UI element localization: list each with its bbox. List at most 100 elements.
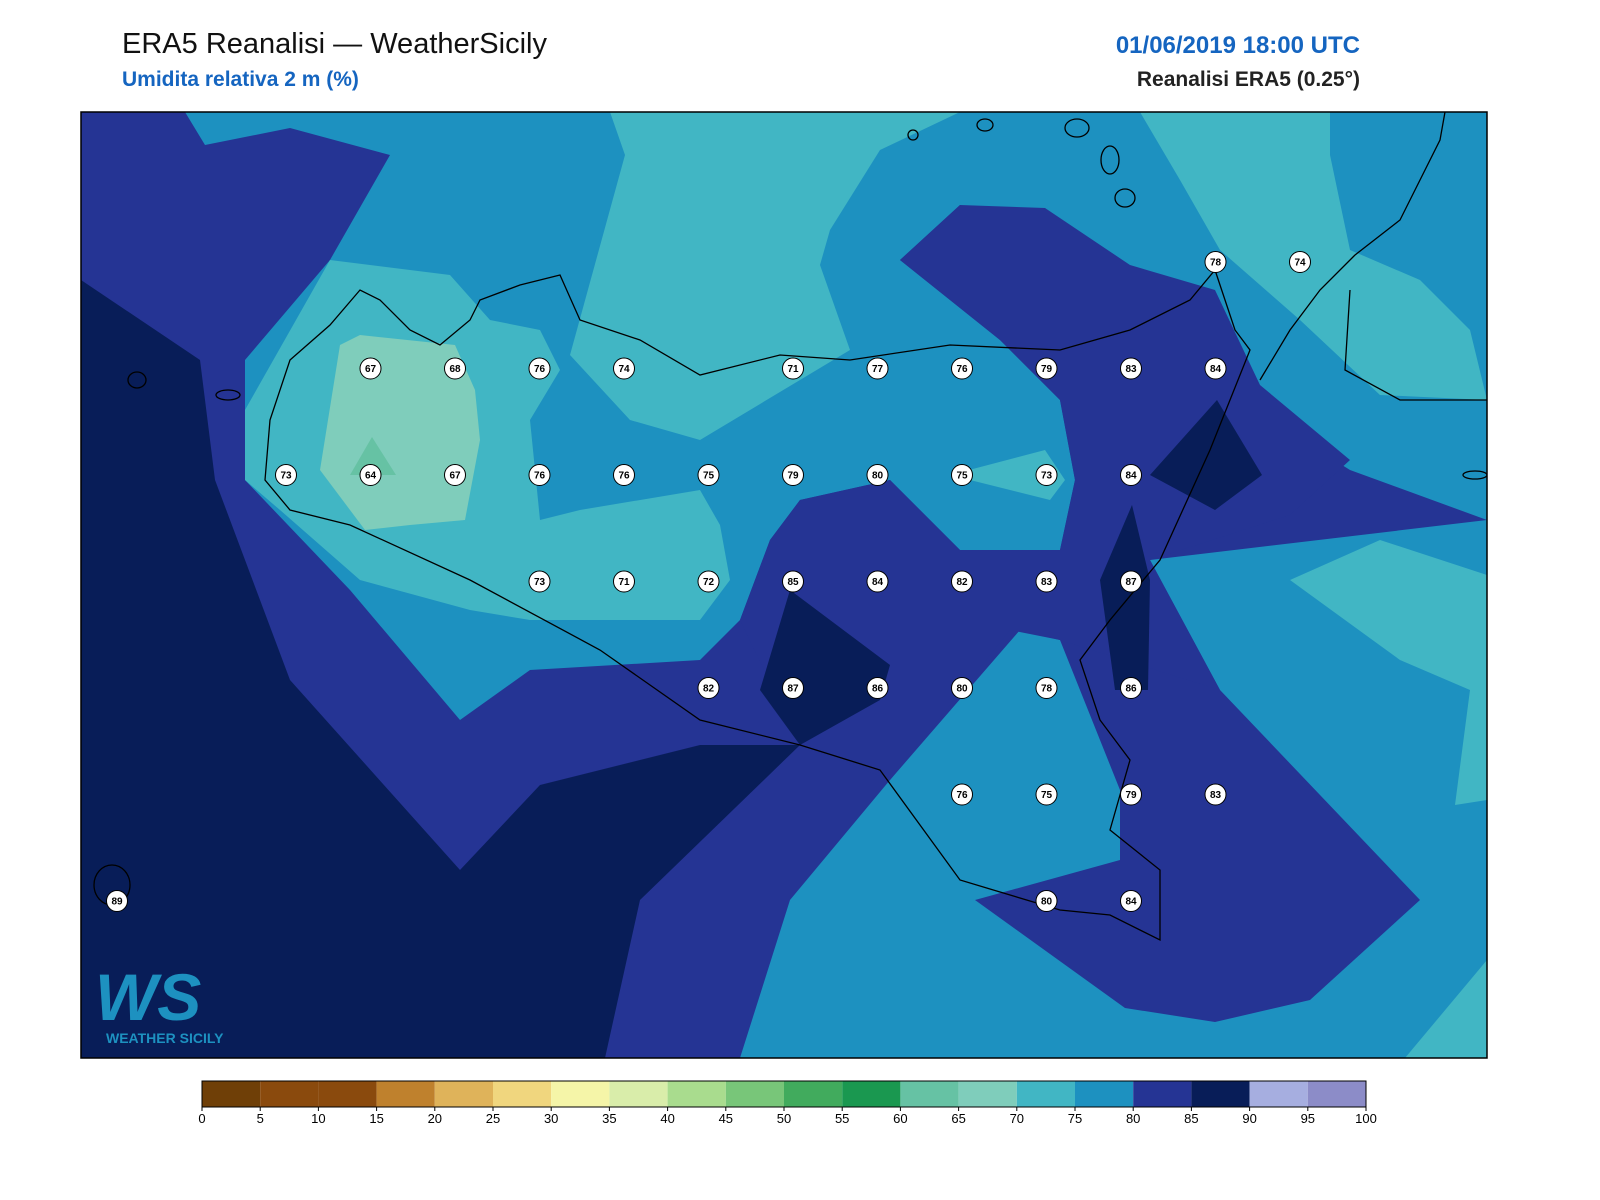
contour <box>1100 505 1150 690</box>
station-value: 80 <box>956 684 968 695</box>
station-marker <box>782 570 804 593</box>
logo-name: WEATHER SICILY <box>106 1030 224 1046</box>
station-marker <box>1035 677 1058 699</box>
station-marker <box>951 783 973 806</box>
colorbar-tick-label: 35 <box>602 1111 616 1126</box>
station-marker <box>782 357 804 380</box>
map-frame <box>80 111 1488 1059</box>
contour <box>740 520 1487 1058</box>
colorbar-tick-label: 75 <box>1068 1111 1082 1126</box>
station-value: 87 <box>1125 577 1137 588</box>
station-marker <box>951 357 973 380</box>
source: Reanalisi ERA5 (0.25°) <box>1137 68 1360 91</box>
contour <box>81 280 800 1058</box>
station-marker <box>106 890 128 912</box>
station-value: 89 <box>111 897 123 908</box>
station-value: 82 <box>956 577 968 588</box>
colorbar-segment <box>260 1081 319 1107</box>
station-marker <box>866 357 889 380</box>
station-value: 78 <box>1041 684 1053 695</box>
station-value: 67 <box>449 471 461 482</box>
colorbar-segment <box>493 1081 552 1107</box>
colorbar-segment <box>667 1081 726 1107</box>
station-value: 79 <box>1125 790 1137 801</box>
station-value: 75 <box>956 471 968 482</box>
station-value: 73 <box>1041 471 1053 482</box>
colorbar-segment <box>1016 1081 1075 1107</box>
station-marker <box>1035 783 1058 806</box>
station-value: 76 <box>956 790 968 801</box>
station-value: 71 <box>618 577 630 588</box>
station-marker <box>951 464 973 486</box>
colorbar-segment <box>842 1081 901 1107</box>
contour <box>320 335 480 530</box>
station-marker <box>782 464 804 486</box>
logo: WS WEATHER SICILY <box>95 960 224 1046</box>
colorbar-tick-label: 30 <box>544 1111 558 1126</box>
station-marker <box>697 464 720 486</box>
station-value: 72 <box>703 577 715 588</box>
station-marker <box>866 570 889 593</box>
station-marker <box>1120 783 1142 806</box>
station-marker <box>1120 570 1142 593</box>
station-value: 67 <box>365 364 377 375</box>
colorbar-tick-label: 55 <box>835 1111 849 1126</box>
station-value: 73 <box>280 471 292 482</box>
colorbar-tick-label: 80 <box>1126 1111 1140 1126</box>
map <box>81 112 1487 1058</box>
island <box>1114 188 1136 208</box>
title: ERA5 Reanalisi — WeatherSicily <box>122 28 547 60</box>
station-value: 79 <box>787 471 799 482</box>
station-marker <box>528 357 551 380</box>
island <box>215 389 241 401</box>
station-marker <box>697 570 720 593</box>
station-marker <box>1204 783 1227 806</box>
station-value: 84 <box>872 577 884 588</box>
station-marker <box>359 357 382 380</box>
station-value: 84 <box>1125 897 1137 908</box>
station-marker <box>1120 677 1142 699</box>
logo-letters: WS <box>95 960 201 1034</box>
colorbar-tick-label: 20 <box>428 1111 442 1126</box>
colorbar-tick-label: 45 <box>719 1111 733 1126</box>
colorbar-tick-label: 65 <box>951 1111 965 1126</box>
contour <box>760 590 890 745</box>
colorbar-tick-label: 95 <box>1301 1111 1315 1126</box>
island <box>1462 470 1487 480</box>
contour <box>570 112 960 440</box>
island <box>1100 145 1120 175</box>
station-marker <box>275 464 297 486</box>
station-value: 85 <box>787 577 799 588</box>
station-value: 84 <box>1210 364 1222 375</box>
colorbar-segment <box>1249 1081 1308 1107</box>
station-marker <box>1120 890 1142 912</box>
contour <box>950 450 1065 500</box>
colorbar-tick-label: 60 <box>893 1111 907 1126</box>
station-marker <box>613 357 635 380</box>
colorbar-tick-label: 5 <box>257 1111 264 1126</box>
colorbar-segment <box>958 1081 1017 1107</box>
coastline <box>264 268 1251 942</box>
station-value: 74 <box>1294 258 1306 269</box>
station-value: 79 <box>1041 364 1053 375</box>
colorbar-tick-label: 70 <box>1010 1111 1024 1126</box>
coastline <box>1259 112 1487 401</box>
station-value: 64 <box>365 471 377 482</box>
contour <box>740 205 1350 780</box>
station-marker <box>359 464 382 486</box>
station-value: 75 <box>703 471 715 482</box>
contour <box>1405 960 1487 1058</box>
station-value: 76 <box>956 364 968 375</box>
station-value: 84 <box>1125 471 1137 482</box>
station-marker <box>528 570 551 593</box>
colorbar-tick-label: 100 <box>1355 1111 1377 1126</box>
island <box>127 371 147 389</box>
colorbar-segment <box>1191 1081 1250 1107</box>
station-marker <box>444 464 466 486</box>
island <box>907 129 919 141</box>
colorbar-segment <box>784 1081 843 1107</box>
colorbar-segment <box>1075 1081 1134 1107</box>
station-value: 68 <box>449 364 461 375</box>
contour <box>1140 112 1487 400</box>
